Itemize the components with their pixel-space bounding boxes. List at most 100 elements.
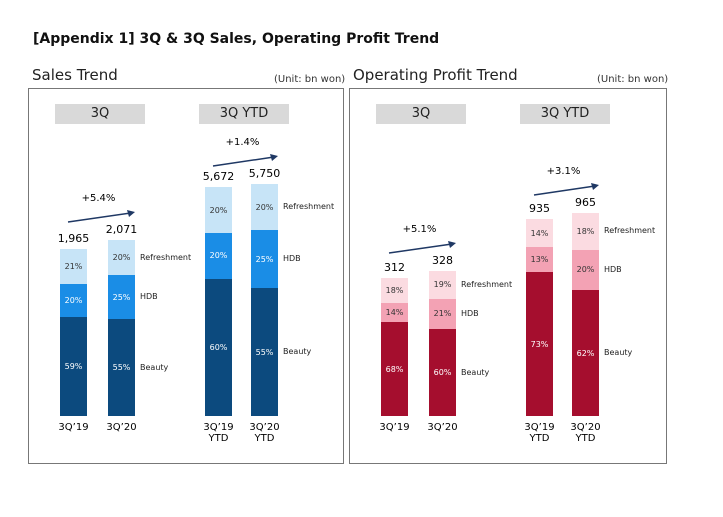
total-label: 965 xyxy=(575,196,596,209)
panel-title: Operating Profit Trend xyxy=(353,66,518,84)
segment-label: 62% xyxy=(576,348,595,358)
segment-label: 25% xyxy=(112,292,131,302)
bar-segment: 14% xyxy=(381,302,408,323)
bar-segment: 19% xyxy=(429,271,456,299)
total-label: 935 xyxy=(529,202,550,216)
group-header: 3Q YTD xyxy=(520,104,610,124)
segment-label: 20% xyxy=(112,253,131,263)
segment-label: 25% xyxy=(255,254,274,264)
growth-arrow xyxy=(533,185,596,196)
page-title: [Appendix 1] 3Q & 3Q Sales, Operating Pr… xyxy=(33,31,440,47)
arrow-head xyxy=(127,210,135,217)
arrow-head xyxy=(270,154,278,161)
bar: 73% 13% 14% xyxy=(526,219,553,416)
arrows xyxy=(67,154,278,223)
total-label: 1,965 xyxy=(57,232,90,245)
series-label: Beauty xyxy=(283,347,312,357)
bar: 55% 25% 20% xyxy=(108,240,135,416)
category-label: 3Q’19 xyxy=(379,422,410,433)
bar: 60% 20% 20% xyxy=(205,187,232,416)
group-header: 3Q YTD xyxy=(199,104,289,124)
segment-label: 55% xyxy=(255,347,274,357)
total-label: 2,071 xyxy=(105,223,138,236)
bar-segment: 68% xyxy=(381,322,408,416)
growth-arrow xyxy=(388,243,453,254)
series-label: Refreshment xyxy=(604,226,656,236)
arrows xyxy=(388,183,599,254)
category-label: 3Q’20 YTD xyxy=(570,422,601,444)
bar-segment: 62% xyxy=(572,290,599,416)
category-label: 3Q’20 xyxy=(427,422,458,433)
category-label: 3Q’20 xyxy=(106,422,137,433)
segment-label: 18% xyxy=(576,226,595,236)
bar-segment: 73% xyxy=(526,272,553,416)
total-label: 328 xyxy=(432,254,453,267)
segment-label: 20% xyxy=(576,265,595,275)
segment-label: 55% xyxy=(112,363,131,373)
growth-label: +5.4% xyxy=(81,193,116,204)
bar-segment: 55% xyxy=(251,288,278,416)
unit-label: (Unit: bn won) xyxy=(274,74,346,85)
segment-label: 20% xyxy=(209,251,228,261)
segment-label: 18% xyxy=(385,285,404,295)
segment-label: 21% xyxy=(433,309,452,319)
segment-label: 19% xyxy=(433,280,452,290)
unit-label: (Unit: bn won) xyxy=(597,74,669,85)
bar-segment: 18% xyxy=(381,278,408,303)
segment-label: 20% xyxy=(209,205,228,215)
growth-arrow xyxy=(212,156,275,167)
bar-segment: 20% xyxy=(205,187,232,233)
category-label: 3Q’19 YTD xyxy=(524,422,555,444)
series-label: HDB xyxy=(604,264,622,274)
category-label: 3Q’19 xyxy=(58,422,89,433)
segment-label: 73% xyxy=(530,339,549,349)
category-label: 3Q’19 YTD xyxy=(203,422,234,444)
series-label: HDB xyxy=(461,308,479,318)
segment-label: 21% xyxy=(64,262,83,272)
series-label: Refreshment xyxy=(140,252,192,262)
segment-label: 60% xyxy=(433,368,452,377)
segment-label: 20% xyxy=(255,202,274,212)
segment-label: 14% xyxy=(385,308,404,318)
segment-label: 20% xyxy=(64,296,83,306)
group-header: 3Q xyxy=(55,104,145,124)
bar-segment: 55% xyxy=(108,319,135,416)
growth-label: +3.1% xyxy=(546,166,581,177)
series-label: HDB xyxy=(283,254,301,264)
bar-segment: 14% xyxy=(526,219,553,247)
growth-arrow xyxy=(67,212,132,223)
bar: 68% 14% 18% xyxy=(381,278,408,416)
growth-label: +5.1% xyxy=(402,224,437,235)
bar-segment: 20% xyxy=(572,249,599,291)
bar-segment: 18% xyxy=(572,213,599,250)
total-label: 5,672 xyxy=(202,170,235,184)
segment-label: 14% xyxy=(530,228,549,238)
series-label: Beauty xyxy=(140,362,169,372)
panel-title: Sales Trend xyxy=(32,66,118,84)
series-label: Beauty xyxy=(604,348,633,358)
bar-segment: 21% xyxy=(60,249,87,285)
bar-segment: 20% xyxy=(251,184,278,231)
segment-label: 68% xyxy=(385,364,404,374)
series-label: Refreshment xyxy=(461,279,513,289)
bar-segment: 20% xyxy=(60,284,87,318)
total-label: 312 xyxy=(384,261,405,275)
bar: 60% 21% 19% xyxy=(429,271,456,416)
series-label: Refreshment xyxy=(283,202,335,212)
series-label: Beauty xyxy=(461,367,490,377)
segment-label: 59% xyxy=(64,362,83,372)
panel: 3Q 3Q YTD 68% 14% 18% 312 3Q’19 60% 21% 19% Beauty… xyxy=(349,88,667,464)
bar: 55% 25% 20% xyxy=(251,184,278,416)
category-label: 3Q’20 YTD xyxy=(249,422,280,444)
arrow-head xyxy=(448,241,456,248)
arrow-head xyxy=(591,183,599,190)
bar-segment: 20% xyxy=(108,240,135,276)
bar-segment: 60% xyxy=(205,278,232,416)
series-label: HDB xyxy=(140,292,158,302)
bar-segment: 25% xyxy=(108,275,135,320)
bar-segment: 25% xyxy=(251,230,278,289)
bar: 59% 20% 21% xyxy=(60,249,87,416)
bar-segment: 20% xyxy=(205,232,232,279)
bar-segment: 60% xyxy=(429,329,456,416)
